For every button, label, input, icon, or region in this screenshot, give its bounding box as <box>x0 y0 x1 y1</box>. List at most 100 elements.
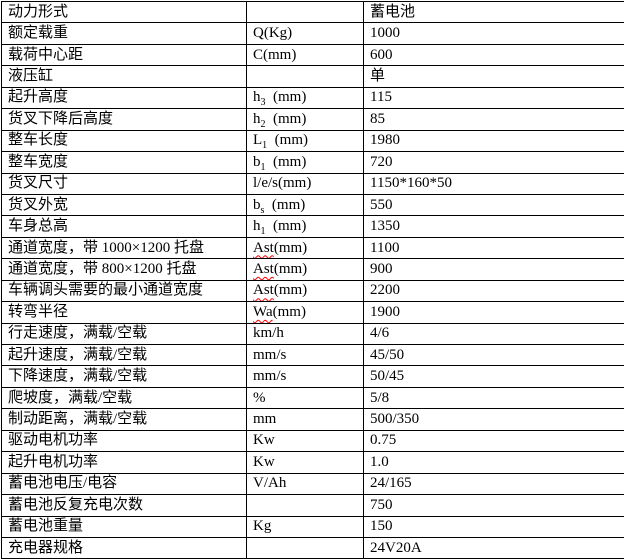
symbol-subscript: 1 <box>262 140 268 152</box>
value-cell: 115 <box>363 86 624 110</box>
symbol-unit-cell: Q(Kg) <box>246 22 364 45</box>
symbol-unit-cell: Kw <box>246 429 364 453</box>
misspelled-symbol-text: Ast <box>253 239 274 256</box>
table-row: 整车宽度 b1 (mm) 720 <box>1 151 624 174</box>
param-label-cell: 蓄电池反复充电次数 <box>1 494 247 517</box>
symbol-unit-cell <box>246 0 364 24</box>
param-label-cell: 起升高度 <box>1 86 247 110</box>
symbol-subscript: 2 <box>260 118 266 130</box>
table-row: 蓄电池反复充电次数 750 <box>1 494 624 517</box>
param-label-cell: 整车宽度 <box>1 151 247 174</box>
param-label-cell: 液压缸 <box>1 65 247 88</box>
symbol-subscript: 3 <box>260 97 266 109</box>
param-label-cell: 下降速度，满载/空载 <box>1 365 247 388</box>
symbol-subscript: s <box>260 204 265 216</box>
value-cell: 1150*160*50 <box>363 172 624 195</box>
param-label-cell: 行走速度，满载/空载 <box>1 322 247 346</box>
symbol-unit-cell: % <box>246 386 364 410</box>
symbol-unit-cell: km/h <box>246 322 364 346</box>
table-row: 额定载重 Q(Kg) 1000 <box>1 22 624 45</box>
param-label-cell: 充电器规格 <box>1 536 247 559</box>
table-row: 货叉外宽 bs (mm) 550 <box>1 193 624 217</box>
param-label-cell: 起升电机功率 <box>1 451 247 474</box>
value-cell: 5/8 <box>363 386 624 410</box>
param-label-cell: 货叉尺寸 <box>1 172 247 195</box>
param-label-cell: 蓄电池电压/电容 <box>1 472 247 496</box>
symbol-unit-cell: C(mm) <box>246 43 364 67</box>
param-label-cell: 动力形式 <box>1 0 247 24</box>
table-row: 起升高度 h3 (mm) 115 <box>1 86 624 110</box>
symbol-unit-cell <box>246 65 364 88</box>
param-label-cell: 爬坡度，满载/空载 <box>1 386 247 410</box>
value-cell: 1100 <box>363 236 624 260</box>
symbol-unit-cell: Wa(mm) <box>246 301 364 324</box>
symbol-unit-cell: L1 (mm) <box>246 129 364 153</box>
param-label-cell: 蓄电池重量 <box>1 515 247 538</box>
value-cell: 550 <box>363 193 624 217</box>
param-label-cell: 货叉外宽 <box>1 193 247 217</box>
misspelled-symbol-text: Ast <box>253 282 274 299</box>
value-cell: 150 <box>363 515 624 538</box>
param-label-cell: 驱动电机功率 <box>1 429 247 453</box>
table-row: 下降速度，满载/空载 mm/s 50/45 <box>1 365 624 388</box>
value-cell: 1900 <box>363 301 624 324</box>
value-cell: 1000 <box>363 22 624 45</box>
table-row: 货叉尺寸 l/e/s(mm) 1150*160*50 <box>1 172 624 195</box>
symbol-unit-cell: b1 (mm) <box>246 151 364 174</box>
symbol-unit-cell: bs (mm) <box>246 193 364 217</box>
param-label-cell: 通道宽度，带 1000×1200 托盘 <box>1 236 247 260</box>
table-row: 起升电机功率 Kw 1.0 <box>1 451 624 474</box>
table-row: 载荷中心距 C(mm) 600 <box>1 43 624 67</box>
param-label-cell: 车辆调头需要的最小通道宽度 <box>1 279 247 303</box>
table-row: 起升速度，满载/空载 mm/s 45/50 <box>1 343 624 367</box>
param-label-cell: 制动距离，满载/空载 <box>1 408 247 431</box>
value-cell: 720 <box>363 151 624 174</box>
symbol-unit-cell: mm/s <box>246 365 364 388</box>
value-cell: 24V20A <box>363 536 624 559</box>
symbol-unit-cell: h3 (mm) <box>246 86 364 110</box>
misspelled-symbol-text: Wa <box>253 303 273 320</box>
value-cell: 4/6 <box>363 322 624 346</box>
table-row: 充电器规格 24V20A <box>1 536 624 559</box>
param-label-cell: 通道宽度，带 800×1200 托盘 <box>1 258 247 281</box>
table-row: 蓄电池电压/电容 V/Ah 24/165 <box>1 472 624 496</box>
table-row: 通道宽度，带 1000×1200 托盘 Ast(mm) 1100 <box>1 236 624 260</box>
value-cell: 85 <box>363 108 624 131</box>
param-label-cell: 货叉下降后高度 <box>1 108 247 131</box>
table-row: 驱动电机功率 Kw 0.75 <box>1 429 624 453</box>
table-row: 整车长度 L1 (mm) 1980 <box>1 129 624 153</box>
symbol-unit-cell <box>246 536 364 559</box>
param-label-cell: 额定载重 <box>1 22 247 45</box>
value-cell: 1980 <box>363 129 624 153</box>
symbol-subscript: 1 <box>260 226 266 238</box>
symbol-unit-cell: Ast(mm) <box>246 279 364 303</box>
symbol-unit-cell: mm/s <box>246 343 364 367</box>
value-cell: 2200 <box>363 279 624 303</box>
table-row: 货叉下降后高度 h2 (mm) 85 <box>1 108 624 131</box>
table-row: 车辆调头需要的最小通道宽度 Ast(mm) 2200 <box>1 279 624 303</box>
value-cell: 500/350 <box>363 408 624 431</box>
value-cell: 1.0 <box>363 451 624 474</box>
value-cell: 50/45 <box>363 365 624 388</box>
table-row: 行走速度，满载/空载 km/h 4/6 <box>1 322 624 346</box>
param-label-cell: 车身总高 <box>1 215 247 238</box>
symbol-unit-cell: h1 (mm) <box>246 215 364 238</box>
value-cell: 单 <box>363 65 624 88</box>
value-cell: 蓄电池 <box>363 0 624 24</box>
table-row: 转弯半径 Wa(mm) 1900 <box>1 301 624 324</box>
param-label-cell: 整车长度 <box>1 129 247 153</box>
table-row: 制动距离，满载/空载 mm 500/350 <box>1 408 624 431</box>
table-row: 爬坡度，满载/空载% 5/8 <box>1 386 624 410</box>
symbol-unit-cell: Kg <box>246 515 364 538</box>
symbol-unit-cell: h2 (mm) <box>246 108 364 131</box>
value-cell: 600 <box>363 43 624 67</box>
symbol-unit-cell: Ast(mm) <box>246 236 364 260</box>
symbol-unit-cell: Kw <box>246 451 364 474</box>
param-label-cell: 转弯半径 <box>1 301 247 324</box>
param-label-cell: 载荷中心距 <box>1 43 247 67</box>
table-row: 动力形式 蓄电池 <box>1 0 624 24</box>
value-cell: 900 <box>363 258 624 281</box>
value-cell: 45/50 <box>363 343 624 367</box>
